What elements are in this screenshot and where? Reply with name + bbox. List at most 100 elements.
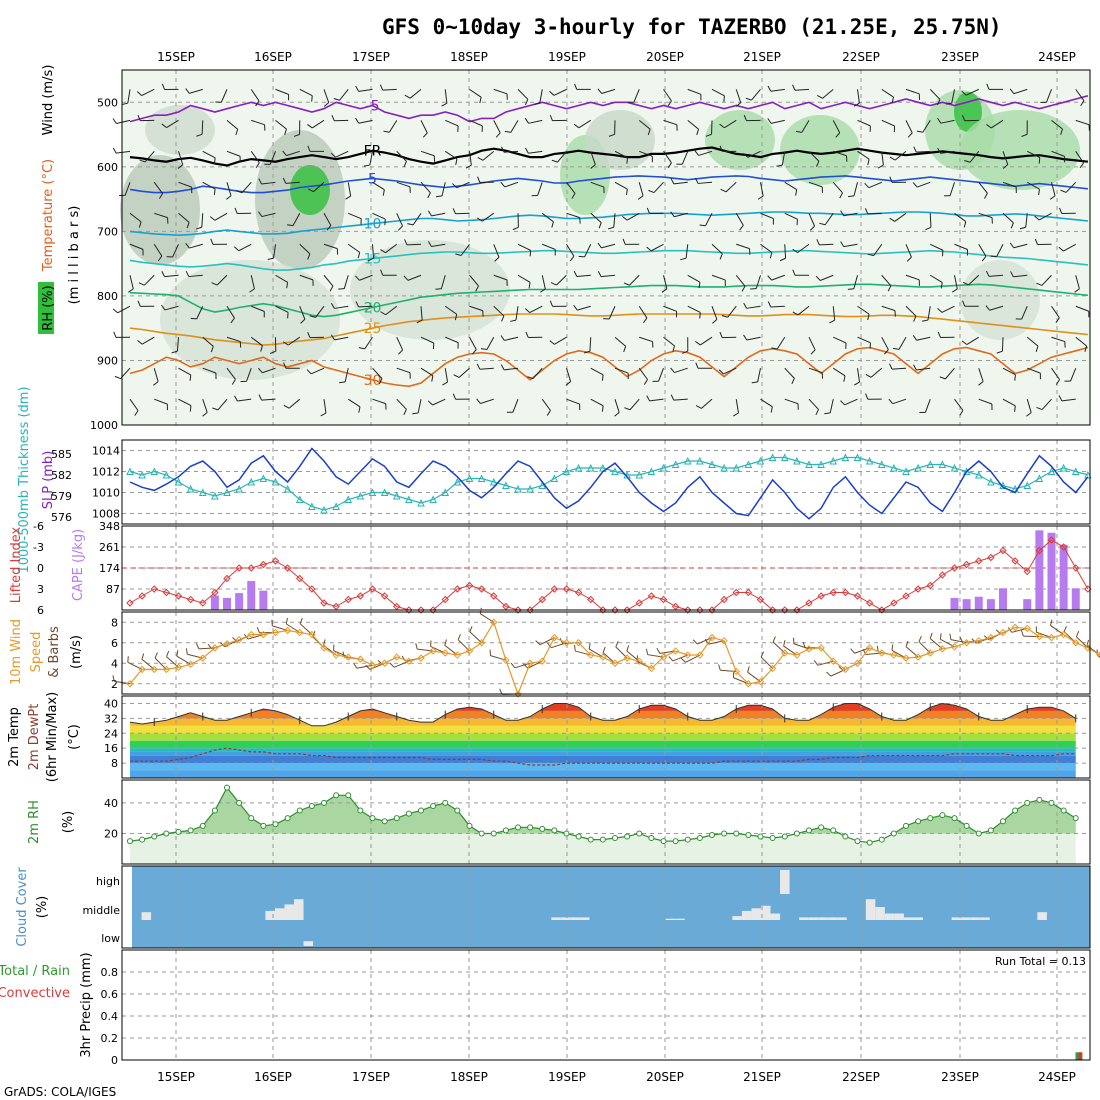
date-tick-label: 19SEP bbox=[548, 50, 586, 64]
wind-barb bbox=[116, 150, 131, 154]
wind-barb-flag bbox=[1009, 242, 1015, 249]
wind-barb-flag bbox=[210, 238, 214, 245]
wind-barb-flag bbox=[574, 645, 576, 652]
wind-barb bbox=[275, 274, 288, 283]
wind-barb-flag bbox=[357, 252, 361, 259]
cloud-bar bbox=[274, 908, 285, 920]
wind-barb bbox=[220, 89, 228, 103]
wind-barb bbox=[1075, 275, 1080, 289]
wind-barb bbox=[916, 336, 931, 341]
wind-speed-marker bbox=[962, 639, 971, 647]
wind-barb-flag bbox=[235, 129, 239, 136]
wind-speed-marker bbox=[781, 649, 789, 657]
wind-barb-flag bbox=[475, 285, 479, 292]
rh-marker bbox=[381, 818, 388, 825]
wind-speed-marker bbox=[514, 690, 522, 698]
temp-tick-label: 24 bbox=[104, 727, 118, 740]
wind-barb bbox=[614, 399, 620, 413]
wind-barb-flag bbox=[510, 319, 517, 322]
wind-barb bbox=[951, 89, 955, 104]
wind-barb-flag bbox=[887, 285, 892, 292]
wind-barb-flag bbox=[1036, 282, 1043, 286]
wind-barb bbox=[954, 243, 968, 250]
thickness-marker bbox=[962, 467, 971, 475]
wind-barb-flag bbox=[981, 255, 987, 262]
rh-marker bbox=[648, 835, 655, 842]
wind-barb bbox=[894, 150, 907, 161]
wind-barb bbox=[1013, 274, 1028, 278]
cloud-bar bbox=[751, 908, 761, 920]
wind-barb-flag bbox=[743, 114, 747, 121]
wind-barb bbox=[819, 243, 834, 246]
thickness-marker bbox=[987, 477, 995, 486]
wind-barb-flag bbox=[311, 95, 313, 102]
wind-barb-flag bbox=[320, 412, 327, 417]
wind-barb-flag bbox=[213, 188, 216, 195]
cloud-cover-unit-label: (%) bbox=[35, 896, 50, 919]
wind-barb-flag bbox=[937, 307, 943, 313]
wind-barb-flag bbox=[546, 410, 551, 416]
wind-barb bbox=[832, 367, 846, 377]
wind-barb bbox=[460, 243, 470, 256]
rh-area bbox=[130, 787, 1076, 864]
wind-barb bbox=[843, 212, 858, 217]
wind-barb-flag bbox=[840, 400, 846, 406]
wind-barb bbox=[444, 305, 458, 315]
wind-barb-flag bbox=[153, 381, 159, 386]
wind-barb bbox=[323, 274, 334, 287]
lifted-index-marker bbox=[1035, 546, 1044, 555]
wind-barb bbox=[420, 181, 431, 193]
rh-marker bbox=[211, 807, 218, 814]
wind-speed-marker bbox=[890, 651, 898, 659]
lifted-index-marker bbox=[659, 595, 668, 604]
wind-barb bbox=[954, 212, 967, 222]
wind-barb bbox=[711, 306, 718, 320]
isotherm-line bbox=[129, 346, 1089, 388]
wind-barb-flag bbox=[442, 381, 448, 386]
wind-barb bbox=[382, 88, 397, 91]
temp-band bbox=[130, 763, 1076, 771]
wind-speed-marker bbox=[174, 663, 183, 672]
wind-barb-flag bbox=[258, 394, 262, 401]
isotherm-line bbox=[129, 211, 1088, 237]
wind-barb bbox=[613, 213, 616, 228]
wind-barb bbox=[504, 336, 519, 341]
wind-barb bbox=[905, 120, 913, 134]
cloud-bar bbox=[837, 917, 847, 920]
wind-barb-flag bbox=[760, 651, 764, 658]
wind-barb-flag bbox=[867, 159, 870, 166]
wind-barb-flag bbox=[918, 635, 922, 642]
wind-barb bbox=[929, 89, 941, 100]
wind-barb-flag bbox=[1034, 238, 1038, 245]
wind-barb-flag bbox=[353, 662, 358, 669]
rh-marker bbox=[781, 833, 788, 840]
wind-barb-flag bbox=[802, 641, 806, 648]
wind-barb-flag bbox=[735, 102, 742, 107]
wind-barb bbox=[444, 89, 448, 104]
wind-barb-flag bbox=[549, 340, 555, 345]
wind-barb bbox=[770, 305, 785, 308]
wind-barb bbox=[1027, 150, 1040, 159]
wind-barb bbox=[440, 275, 446, 289]
wind-speed-marker bbox=[332, 651, 340, 659]
wind-barb bbox=[873, 243, 883, 256]
lifted-index-marker bbox=[611, 606, 619, 614]
lifted-index-marker bbox=[417, 606, 425, 614]
wind-speed-marker bbox=[465, 647, 474, 655]
rh-marker bbox=[248, 815, 255, 822]
wind-barb-flag bbox=[670, 394, 675, 401]
wind-speed-marker bbox=[671, 647, 680, 655]
wind-barb-flag bbox=[453, 374, 460, 378]
wind-barb bbox=[178, 398, 192, 407]
wind-barb-flag bbox=[815, 409, 819, 416]
rh-marker bbox=[1060, 807, 1067, 814]
wind-barb bbox=[196, 306, 204, 320]
cape-bar bbox=[1035, 530, 1044, 610]
precip-tick-label: 0 bbox=[111, 1054, 118, 1067]
wind-barb bbox=[801, 120, 810, 133]
rh-marker bbox=[927, 815, 934, 822]
wind-barb-flag bbox=[137, 340, 143, 345]
wind-barb bbox=[978, 181, 988, 194]
wind-barb-flag bbox=[477, 176, 481, 183]
wind-barb-flag bbox=[978, 381, 984, 386]
